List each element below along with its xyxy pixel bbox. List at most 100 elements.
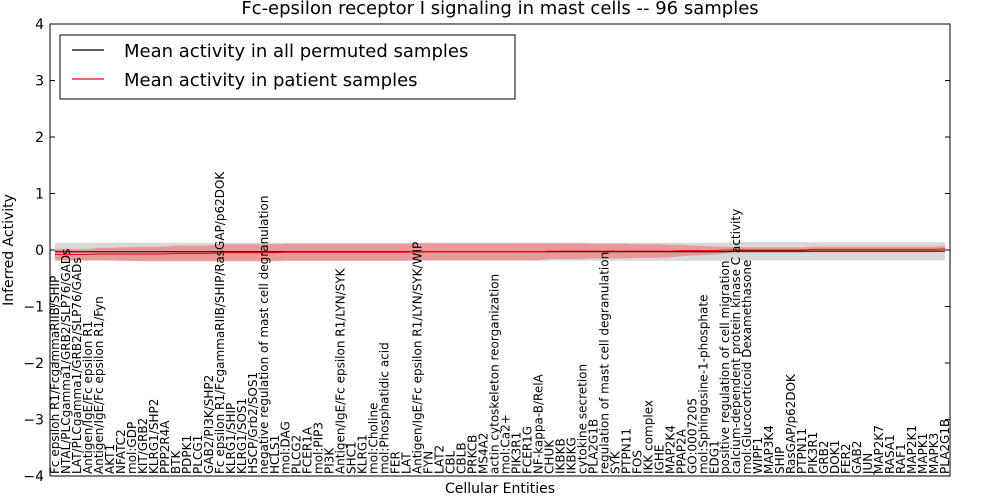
x-tick-label: SYK: [608, 450, 622, 474]
x-tick-label: IKBKG: [564, 437, 578, 474]
x-tick-label: GO:0007205: [685, 398, 699, 474]
x-tick-label: FCER1A: [301, 426, 315, 474]
x-tick-label: FER2: [839, 444, 853, 474]
x-tick-label: mol:Sphingosine-1-phosphate: [696, 295, 710, 475]
x-tick-label: mol:Phosphatidic acid: [378, 342, 392, 474]
x-tick-label: FYN: [422, 451, 436, 474]
x-tick-label: mol:Ca2+: [499, 414, 513, 474]
x-tick-label: CHUK: [542, 439, 556, 474]
patient-mean-line: [55, 248, 946, 255]
legend: Mean activity in all permuted samples Me…: [59, 34, 516, 100]
x-tick-label: DOK1: [828, 440, 842, 474]
x-tick-label: SHIP: [773, 447, 787, 474]
x-tick-label: LAT: [400, 452, 414, 474]
x-tick-labels: Fc epsilon R1/FcgammaRIIB/SHIPNTAL/PLCga…: [48, 171, 952, 475]
x-tick-label: GRB2: [817, 440, 831, 474]
x-tick-label: PLCG1: [191, 435, 205, 474]
x-tick-label: NFATC2: [114, 429, 128, 474]
x-tick-label: KLRG1/SHIP: [224, 403, 238, 474]
legend-box: [59, 34, 516, 100]
x-tick-label: FCER1G: [521, 426, 535, 474]
x-tick-label: PLCG2: [290, 435, 304, 474]
x-tick-label: WIPF1: [751, 437, 765, 474]
x-tick-label: IKBKB: [553, 438, 567, 474]
x-tick-label: mol:Choline: [367, 403, 381, 474]
y-axis-label: Inferred Activity: [1, 194, 17, 306]
x-tick-label: RASA1: [883, 434, 897, 474]
x-tick-label: PRKCB: [466, 435, 480, 474]
x-tick-label: Antigen/IgE/Fc epsilon R1/Fyn: [92, 296, 106, 474]
x-tick-label: MS4A2: [477, 433, 491, 474]
x-tick-label: KIT/GRB2: [136, 418, 150, 474]
x-tick-label: CBLB: [455, 442, 469, 474]
x-tick-label: PPP2R4A: [158, 420, 172, 474]
x-tick-label: GAB2: [850, 441, 864, 474]
x-tick-label: Antigen/IgE/Fc epsilon R1/LYN/SYK/WIP: [411, 242, 425, 474]
x-tick-label: calcium-dependent protein kinase C activ…: [729, 209, 743, 474]
x-tick-label: HCLS1: [268, 435, 282, 474]
x-tick-label: FOS: [630, 450, 644, 474]
x-tick-label: MAPK1: [916, 433, 930, 474]
x-tick-label: MAP2K7: [872, 425, 886, 474]
y-tick-label: −3: [23, 413, 44, 429]
chart-title: Fc-epsilon receptor I signaling in mast …: [241, 0, 758, 19]
x-tick-label: HSCP/Grb2/SOS1: [246, 372, 260, 474]
x-tick-label: CBL: [444, 450, 458, 474]
y-axis: 4 3 2 1 0 −1 −2 −3 −4: [23, 17, 950, 485]
x-tick-label: PTPN11: [619, 428, 633, 474]
y-tick-label: 4: [35, 17, 44, 33]
x-tick-label: NTAL/PLCgamma1/GRB2/SLP76/GADs: [59, 249, 73, 474]
x-tick-label: Antigen/IgE/Fc epsilon R1: [81, 321, 95, 474]
x-tick-label: KLRG1/SHP2: [147, 399, 161, 474]
legend-label-permuted: Mean activity in all permuted samples: [124, 41, 468, 62]
x-tick-label: actin cytoskeleton reorganization: [488, 274, 502, 474]
x-tick-label: mol:DAG: [279, 421, 293, 474]
x-tick-label: NF-kappa-B/RelA: [532, 373, 546, 474]
y-tick-label: −1: [23, 300, 44, 316]
x-tick-label: EDG1: [707, 440, 721, 474]
x-tick-label: SHC1: [345, 441, 359, 474]
x-tick-label: JUN: [861, 453, 875, 475]
x-tick-label: PDPK1: [180, 435, 194, 474]
x-tick-label: BTK: [169, 449, 183, 474]
x-tick-label: mol:Glucocorticoid Dexamethasone: [740, 260, 754, 474]
x-tick-label: positive regulation of cell migration: [718, 261, 732, 474]
x-tick-label: RasGAP/p62DOK: [784, 373, 798, 474]
x-tick-label: KLRG1: [356, 434, 370, 474]
x-tick-label: LAT/PLCgamma1/GRB2/SLP76/GADs: [70, 257, 84, 474]
x-tick-label: mol:GDP: [125, 422, 139, 474]
x-tick-label: regulation of mast cell degranulation: [597, 252, 611, 474]
x-tick-label: AKT1: [103, 444, 117, 474]
x-tick-label: IKK complex: [641, 400, 655, 474]
x-tick-label: MAP3K4: [762, 425, 776, 474]
x-tick-label: cytokine secretion: [575, 364, 589, 474]
x-tick-label: RAF1: [894, 443, 908, 474]
patient-band: [55, 243, 945, 262]
x-tick-label: FER: [389, 451, 403, 474]
x-tick-label: IGHE: [652, 445, 666, 474]
y-tick-label: 1: [35, 187, 44, 203]
x-tick-label: PTPN11: [795, 428, 809, 474]
x-tick-label: LAT2: [433, 445, 447, 474]
x-tick-label: Fc epsilon R1/FcgammaRIIB/SHIP: [48, 276, 62, 474]
x-tick-label: GAB2/PI3K/SHP2: [202, 375, 216, 474]
x-tick-label: PIK3R1: [510, 432, 524, 474]
x-tick-label: mol:PIP3: [312, 422, 326, 474]
x-tick-label: PI3K: [323, 447, 337, 474]
x-tick-label: MAP2K4: [663, 425, 677, 474]
x-tick-label: PLA2G1B: [586, 419, 600, 474]
x-tick-label: negative regulation of mast cell degranu…: [257, 196, 271, 475]
x-tick-label: Antigen/IgE/Fc epsilon R1/LYN/SYK: [334, 267, 348, 474]
x-tick-label: Fc epsilon R1/FcgammaRIIB/SHIP/RasGAP/p6…: [213, 171, 227, 474]
line-layer: [55, 248, 946, 255]
y-tick-label: −4: [23, 469, 44, 485]
y-tick-label: 3: [35, 74, 44, 90]
x-tick-label: PIK3R1: [806, 432, 820, 474]
x-tick-label: PPAP2A: [674, 428, 688, 474]
x-tick-label: MAPK3: [927, 433, 941, 474]
legend-label-patient: Mean activity in patient samples: [124, 70, 418, 91]
x-axis-label: Cellular Entities: [445, 481, 555, 497]
y-tick-label: −2: [23, 356, 44, 372]
y-tick-label: 0: [35, 243, 44, 259]
